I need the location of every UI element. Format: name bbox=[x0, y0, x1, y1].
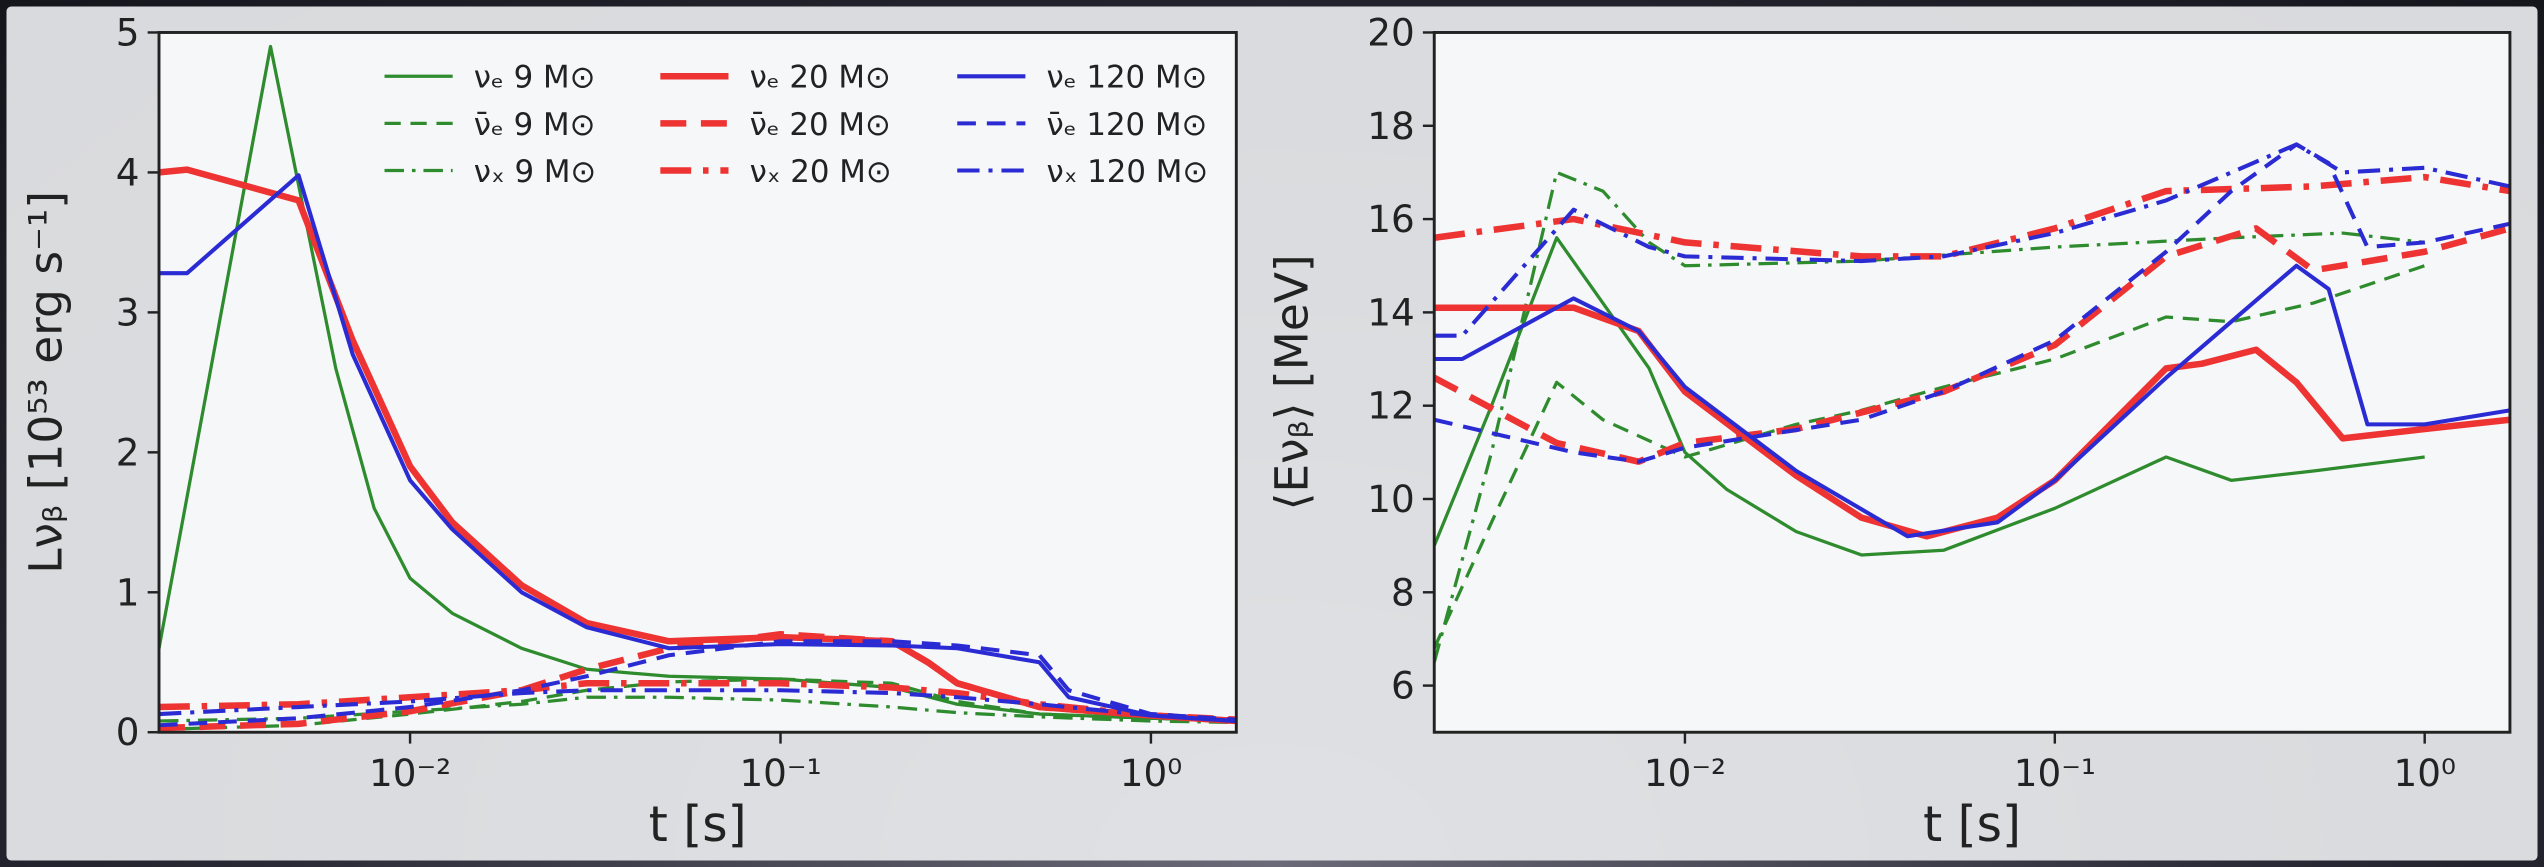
y-tick-label: 1 bbox=[116, 570, 140, 614]
y-tick-label: 5 bbox=[116, 10, 140, 54]
legend-label: νₓ 9 M⊙ bbox=[474, 154, 597, 190]
x-tick-label: 10⁻¹ bbox=[739, 751, 821, 795]
legend-label: νₓ 20 M⊙ bbox=[750, 154, 892, 190]
x-tick-label: 10⁻² bbox=[1644, 751, 1726, 795]
legend-label: ν̄ₑ 9 M⊙ bbox=[474, 107, 596, 143]
y-tick-label: 20 bbox=[1367, 10, 1414, 54]
y-tick-label: 4 bbox=[116, 150, 140, 194]
series-line bbox=[1434, 142, 2510, 338]
series-line bbox=[1434, 142, 2510, 464]
series-line bbox=[159, 631, 1237, 732]
legend-label: νₑ 20 M⊙ bbox=[750, 60, 891, 96]
legend-label: νₑ 120 M⊙ bbox=[1046, 60, 1207, 96]
series-line bbox=[159, 173, 1237, 724]
series-line bbox=[1434, 236, 2425, 557]
y-axis-label: Lνᵦ [10⁵³ erg s⁻¹] bbox=[20, 191, 73, 574]
y-tick-label: 16 bbox=[1367, 197, 1414, 241]
legend-label: ν̄ₑ 120 M⊙ bbox=[1046, 107, 1207, 143]
y-tick-label: 8 bbox=[1391, 570, 1415, 614]
x-axis-label: t [s] bbox=[649, 797, 747, 853]
legend-label: ν̄ₑ 20 M⊙ bbox=[750, 107, 891, 143]
series-line bbox=[1434, 263, 2510, 539]
y-tick-label: 14 bbox=[1367, 290, 1414, 334]
legend-label: νₑ 9 M⊙ bbox=[474, 60, 596, 96]
y-tick-label: 18 bbox=[1367, 104, 1414, 148]
plot-area bbox=[1434, 32, 2510, 733]
plot-frame bbox=[157, 31, 1238, 734]
x-tick-label: 10⁻² bbox=[369, 751, 451, 795]
x-tick-label: 10⁰ bbox=[1120, 751, 1182, 795]
x-tick-label: 10⁻¹ bbox=[2014, 751, 2096, 795]
series-line bbox=[1434, 173, 2510, 260]
y-tick-label: 12 bbox=[1367, 384, 1414, 428]
series-line bbox=[159, 688, 1237, 724]
y-tick-label: 10 bbox=[1367, 477, 1414, 521]
legend-label: νₓ 120 M⊙ bbox=[1046, 154, 1208, 190]
series-line bbox=[159, 639, 1237, 728]
y-tick-label: 6 bbox=[1391, 664, 1415, 708]
x-axis-label: t [s] bbox=[1923, 797, 2021, 853]
x-tick-label: 10⁰ bbox=[2393, 751, 2455, 795]
y-tick-label: 2 bbox=[116, 430, 140, 474]
y-tick-label: 3 bbox=[116, 290, 140, 334]
y-axis-label: ⟨Eνᵦ⟩ [MeV] bbox=[1266, 254, 1319, 510]
y-tick-label: 0 bbox=[116, 710, 140, 754]
plot-frame bbox=[1432, 31, 2512, 734]
series-line bbox=[159, 695, 1237, 725]
